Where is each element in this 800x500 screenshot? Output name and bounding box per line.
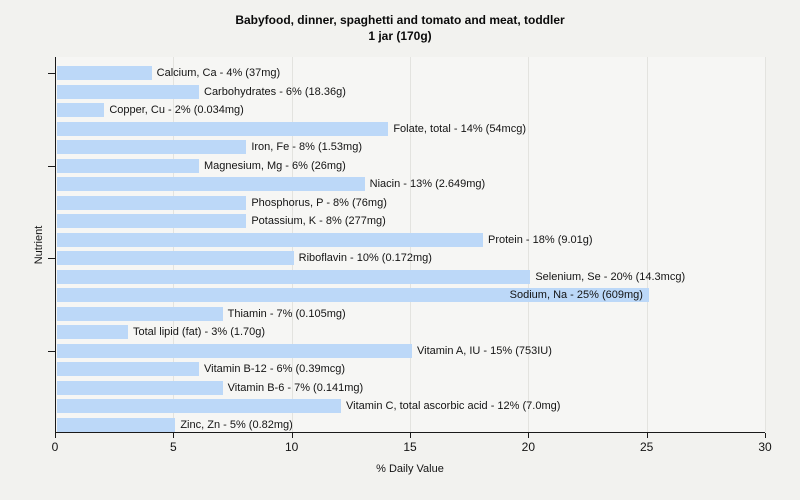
y-tick (48, 73, 56, 74)
bar (57, 362, 199, 376)
x-tick (291, 433, 293, 438)
plot-area: Calcium, Ca - 4% (37mg) Carbohydrates - 6… (48, 57, 766, 433)
bar-label: Riboflavin - 10% (0.172mg) (298, 252, 432, 264)
bar (57, 66, 152, 80)
bar (57, 140, 247, 154)
bar-label: Protein - 18% (9.01g) (488, 233, 593, 246)
bar (57, 325, 128, 339)
bar-label: Phosphorus, P - 8% (76mg) (251, 196, 387, 209)
x-tick-label: 0 (51, 440, 59, 454)
bar-label: Vitamin B-12 - 6% (0.39mcg) (204, 363, 346, 375)
bar-label: Niacin - 13% (2.649mg) (369, 178, 486, 190)
bar (57, 399, 341, 413)
bar (57, 195, 247, 210)
y-axis-label: Nutrient (33, 225, 45, 265)
bar-label: Vitamin B-6 - 7% (0.141mg) (227, 381, 364, 394)
bar (57, 380, 223, 395)
bar (57, 288, 649, 302)
bar (57, 232, 483, 247)
bar-label: Folate, total - 14% (54mcg) (393, 122, 526, 135)
bar (57, 84, 199, 99)
x-tick-label: 25 (639, 440, 654, 454)
y-tick (48, 350, 56, 352)
x-tick-label: 20 (521, 440, 535, 454)
x-tick (55, 433, 56, 438)
bar (57, 103, 105, 117)
x-tick-label: 15 (403, 440, 417, 454)
y-tick (48, 165, 56, 167)
x-axis-label: % Daily Value (376, 463, 444, 475)
x-tick-label: 30 (758, 440, 772, 454)
bar-label: Vitamin A, IU - 15% (753IU) (417, 344, 552, 357)
x-tick-label: 5 (169, 440, 177, 454)
bar (57, 269, 531, 284)
bar-label: Selenium, Se - 20% (14.3mcg) (535, 270, 686, 283)
bar (57, 306, 223, 321)
bar (57, 177, 365, 191)
x-tick (646, 433, 648, 438)
chart-title-line2: 1 jar (170g) (368, 29, 432, 43)
x-tick (765, 433, 766, 438)
x-tick-label: 10 (284, 440, 299, 454)
bar (57, 121, 389, 136)
chart-title: Babyfood, dinner, spaghetti and tomato a… (0, 12, 800, 44)
gridline-20 (528, 57, 530, 432)
bar-label: Copper, Cu - 2% (0.034mg) (109, 104, 244, 116)
bar-label: Iron, Fe - 8% (1.53mg) (251, 141, 362, 153)
gridline-30 (765, 57, 766, 432)
bar (57, 214, 247, 228)
chart-title-line1: Babyfood, dinner, spaghetti and tomato a… (235, 13, 565, 27)
x-tick (410, 433, 411, 438)
bar-label: Zinc, Zn - 5% (0.82mg) (180, 418, 293, 431)
bar-label: Vitamin C, total ascorbic acid - 12% (7.… (346, 400, 561, 412)
bar-label: Thiamin - 7% (0.105mg) (227, 307, 346, 320)
bar-label: Magnesium, Mg - 6% (26mg) (204, 159, 346, 172)
bar-label: Total lipid (fat) - 3% (1.70g) (133, 326, 266, 338)
x-tick (173, 433, 175, 438)
gridline-25 (646, 57, 648, 432)
bar (57, 343, 412, 358)
bar (57, 417, 176, 432)
bar-label: Carbohydrates - 6% (18.36g) (204, 85, 346, 98)
y-tick (48, 258, 56, 259)
bar-label: Calcium, Ca - 4% (37mg) (156, 67, 281, 79)
x-tick (528, 433, 530, 438)
bar (57, 251, 294, 265)
bar (57, 158, 199, 173)
bar-label: Potassium, K - 8% (277mg) (251, 215, 386, 227)
bar-label: Sodium, Na - 25% (609mg) (509, 289, 643, 301)
